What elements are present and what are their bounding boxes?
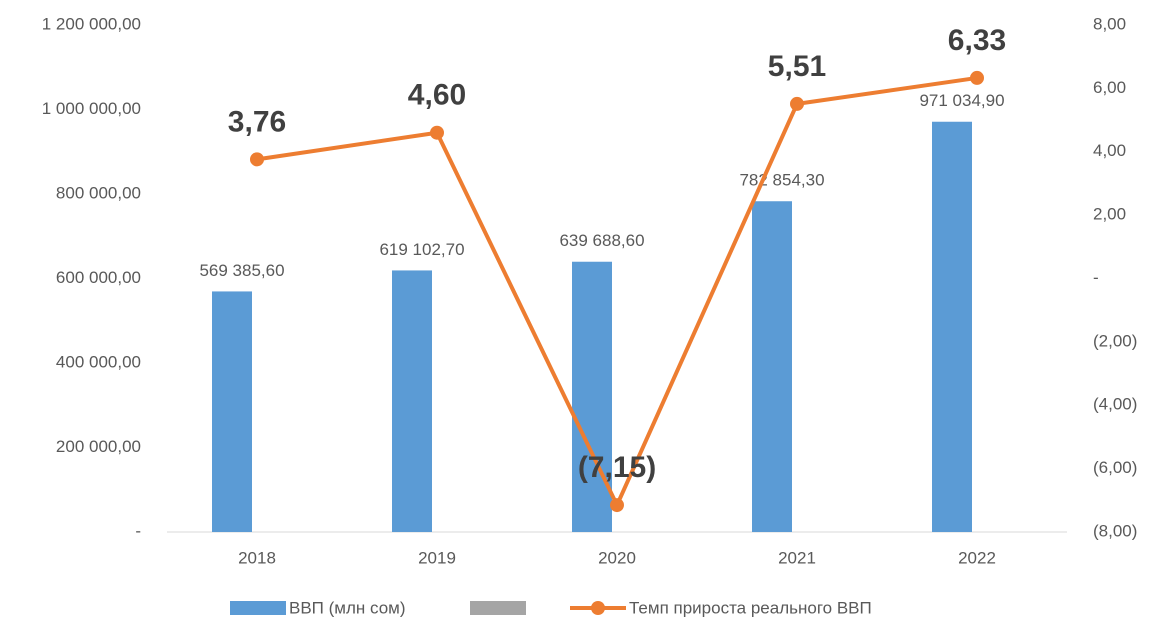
y2-tick-label: 4,00 — [1093, 141, 1126, 160]
y-tick-label: 1 000 000,00 — [42, 99, 141, 118]
line-marker — [250, 152, 264, 167]
bar-value-label: 782 854,30 — [739, 171, 824, 190]
bar — [572, 261, 612, 532]
bar — [212, 291, 252, 532]
bar-value-label: 619 102,70 — [379, 240, 464, 259]
line-marker — [610, 498, 624, 513]
bar-value-label: 971 034,90 — [919, 91, 1004, 110]
y-tick-label: 600 000,00 — [56, 268, 141, 287]
legend-label: ВВП (млн сом) — [289, 598, 406, 617]
bar-value-label: 639 688,60 — [559, 231, 644, 250]
x-tick-label: 2022 — [958, 548, 996, 567]
y-tick-label: 800 000,00 — [56, 183, 141, 202]
y2-tick-label: (8,00) — [1093, 521, 1137, 540]
x-tick-label: 2021 — [778, 548, 816, 567]
legend-swatch — [470, 601, 526, 615]
y2-tick-label: (6,00) — [1093, 458, 1137, 477]
line — [256, 75, 978, 508]
line-value-label: (7,15) — [578, 451, 656, 484]
legend-marker — [591, 601, 605, 615]
x-tick-label: 2020 — [598, 548, 636, 567]
y-tick-label: - — [135, 521, 141, 540]
x-tick-label: 2019 — [418, 548, 456, 567]
bar — [752, 201, 792, 532]
line-value-label: 3,76 — [228, 105, 286, 138]
y-tick-label: 200 000,00 — [56, 437, 141, 456]
line-value-label: 5,51 — [768, 50, 826, 83]
legend-swatch — [230, 601, 286, 615]
line-marker — [430, 125, 444, 140]
line-marker — [790, 96, 804, 111]
y-tick-label: 1 200 000,00 — [42, 14, 141, 33]
y2-tick-label: 8,00 — [1093, 14, 1126, 33]
line-value-label: 4,60 — [408, 79, 466, 112]
y-tick-label: 400 000,00 — [56, 352, 141, 371]
y2-tick-label: (2,00) — [1093, 331, 1137, 350]
y2-tick-label: 6,00 — [1093, 78, 1126, 97]
y2-tick-label: - — [1093, 268, 1099, 287]
x-tick-label: 2018 — [238, 548, 276, 567]
y2-tick-label: 2,00 — [1093, 205, 1126, 224]
legend-label: Темп прироста реального ВВП — [629, 598, 872, 617]
bar-value-label: 569 385,60 — [199, 261, 284, 280]
bar — [932, 121, 972, 532]
line-value-label: 6,33 — [948, 24, 1006, 57]
y2-tick-label: (4,00) — [1093, 395, 1137, 414]
line-marker — [970, 70, 984, 85]
bar — [392, 270, 432, 532]
